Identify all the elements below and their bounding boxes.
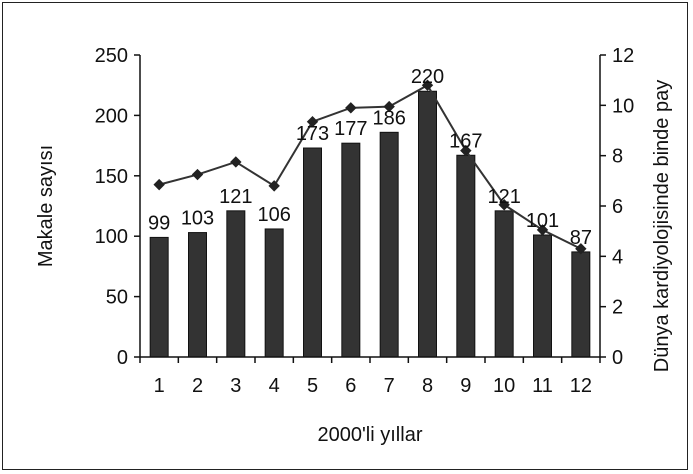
bar-data-label: 101 [526,210,559,232]
line-marker-3 [230,156,242,168]
x-tick-label: 6 [345,375,356,397]
y-tick-label: 50 [106,287,128,309]
x-tick-label: 3 [230,375,241,397]
y-tick-label: 200 [95,105,128,127]
x-tick-label: 11 [532,375,553,397]
y2-tick-label: 0 [612,347,623,369]
y-tick-label: 150 [95,166,128,188]
line-marker-11 [536,224,549,236]
y-axis-title: Makale sayısı [35,145,57,267]
line-marker-2 [191,168,204,181]
y2-tick-label: 6 [612,196,623,218]
line-group [153,79,587,255]
bar-data-label: 106 [257,204,290,226]
line-series [158,83,582,250]
line-marker-1 [153,178,165,191]
y2-tick-label: 12 [612,45,634,67]
line-marker-12 [575,243,587,255]
bar-2 [188,232,207,358]
y2-tick-label: 2 [612,297,623,319]
y-tick-label: 250 [95,45,128,67]
x-tick-label: 12 [570,375,592,397]
line-marker-5 [306,115,319,128]
bar-data-label: 99 [148,212,170,234]
x-tick-label: 10 [493,375,515,397]
bar-data-label: 173 [296,123,329,145]
bar-1 [149,236,169,358]
bar-11 [533,234,552,358]
x-tick-label: 5 [307,375,318,397]
bar-group [149,90,591,358]
x-tick-label: 9 [460,375,471,397]
line-marker-7 [383,100,395,113]
bar-5 [303,147,322,358]
line-marker-10 [498,199,510,211]
bar-data-label: 103 [181,208,214,230]
bar-7 [379,131,399,358]
x-tick-label: 7 [384,375,395,397]
bar-10 [494,210,514,358]
bar-3 [226,210,246,358]
y2-tick-label: 4 [612,246,623,268]
bar-data-label: 121 [219,186,252,208]
y2-tick-label: 8 [612,146,623,168]
bar-data-label: 167 [449,130,482,152]
y2-axis-title: Dünya kardiyolojisinde binde pay [651,80,673,372]
bar-data-label: 121 [487,186,520,208]
y-tick-label: 100 [95,226,128,248]
x-tick-label: 4 [269,375,280,397]
bar-data-label: 177 [334,118,367,140]
line-marker-4 [268,180,280,192]
x-tick-label: 2 [192,375,203,397]
line-marker-9 [460,144,472,157]
y2-tick-label: 10 [612,95,634,117]
x-axis-title: 2000'li yıllar [318,424,423,446]
x-tick-label: 1 [154,375,165,397]
bar-data-label: 186 [372,107,405,129]
bar-6 [341,142,361,358]
y-tick-label: 0 [117,347,128,369]
x-tick-label: 8 [422,375,433,397]
bar-8 [418,90,437,358]
line-marker-6 [345,102,357,114]
bar-12 [571,251,591,358]
bar-data-label: 87 [570,227,592,249]
bar-4 [264,228,284,358]
bar-9 [456,154,476,358]
line-marker-8 [421,79,434,91]
bar-data-label: 220 [411,66,444,88]
